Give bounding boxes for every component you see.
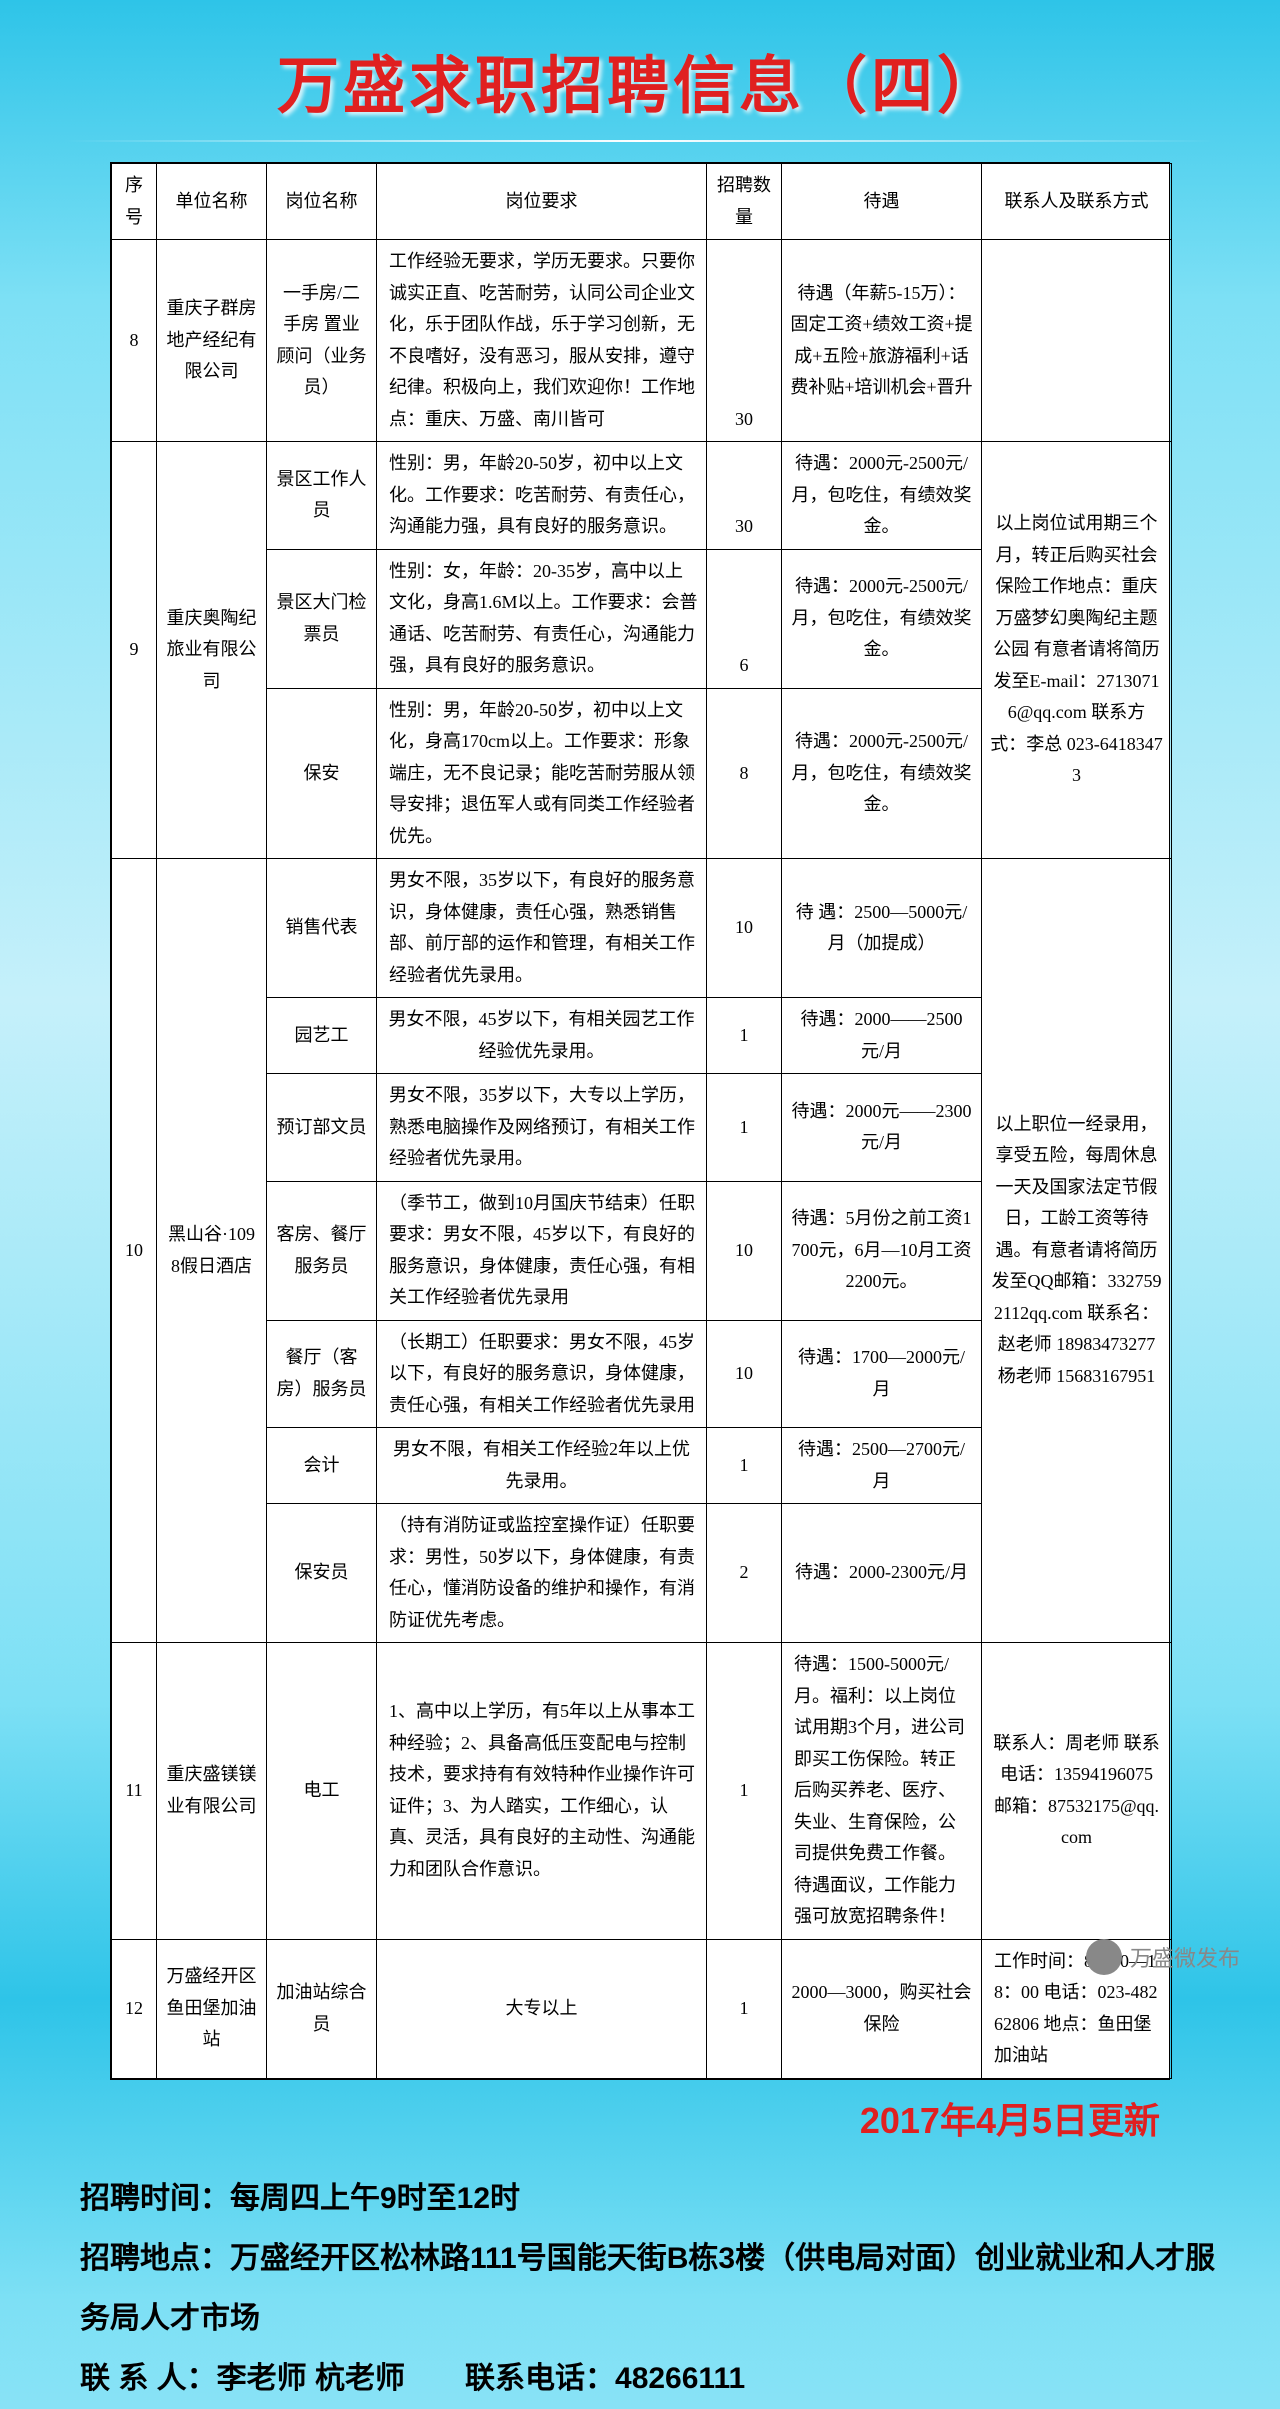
table-row: 12 万盛经开区鱼田堡加油站 加油站综合员 大专以上 1 2000—3000，购… (112, 1939, 1172, 2078)
th-salary: 待遇 (782, 164, 982, 240)
cell-num: 10 (707, 859, 782, 998)
cell-position: 加油站综合员 (267, 1939, 377, 2078)
cell-req: （季节工，做到10月国庆节结束）任职要求：男女不限，45岁以下，有良好的服务意识… (377, 1181, 707, 1320)
cell-req: 性别：男，年龄20-50岁，初中以上文化，身高170cm以上。工作要求：形象端庄… (377, 688, 707, 859)
table-row: 11 重庆盛镁镁业有限公司 电工 1、高中以上学历，有5年以上从事本工种经验；2… (112, 1643, 1172, 1940)
cell-contact: 以上岗位试用期三个月，转正后购买社会保险工作地点：重庆万盛梦幻奥陶纪主题公园 有… (982, 442, 1172, 859)
cell-position: 一手房/二手房 置业顾问（业务员） (267, 240, 377, 442)
cell-num: 10 (707, 1320, 782, 1428)
th-seq: 序号 (112, 164, 157, 240)
cell-req: 男女不限，有相关工作经验2年以上优先录用。 (377, 1428, 707, 1504)
cell-salary: 待遇：5月份之前工资1700元，6月—10月工资2200元。 (782, 1181, 982, 1320)
cell-company: 万盛经开区鱼田堡加油站 (157, 1939, 267, 2078)
cell-req: 大专以上 (377, 1939, 707, 2078)
cell-num: 6 (707, 549, 782, 688)
cell-company: 黑山谷·1098假日酒店 (157, 859, 267, 1643)
cell-num: 8 (707, 688, 782, 859)
cell-num: 10 (707, 1181, 782, 1320)
cell-salary: 待遇：2000-2300元/月 (782, 1504, 982, 1643)
cell-num: 1 (707, 1428, 782, 1504)
cell-salary: 待遇：2000元-2500元/月，包吃住，有绩效奖金。 (782, 442, 982, 550)
job-table-container: 序号 单位名称 岗位名称 岗位要求 招聘数量 待遇 联系人及联系方式 8 重庆子… (110, 162, 1170, 2080)
cell-req: 性别：男，年龄20-50岁，初中以上文化。工作要求：吃苦耐劳、有责任心，沟通能力… (377, 442, 707, 550)
cell-num: 1 (707, 1939, 782, 2078)
cell-position: 餐厅（客房）服务员 (267, 1320, 377, 1428)
cell-salary: 待遇：2000——2500元/月 (782, 998, 982, 1074)
table-header-row: 序号 单位名称 岗位名称 岗位要求 招聘数量 待遇 联系人及联系方式 (112, 164, 1172, 240)
cell-req: （持有消防证或监控室操作证）任职要求：男性，50岁以下，身体健康，有责任心，懂消… (377, 1504, 707, 1643)
footer-time: 招聘时间：每周四上午9时至12时 (80, 2169, 1230, 2229)
table-row: 10 黑山谷·1098假日酒店 销售代表 男女不限，35岁以下，有良好的服务意识… (112, 859, 1172, 998)
watermark-text: 万盛微发布 (1130, 1941, 1240, 1973)
cell-num: 2 (707, 1504, 782, 1643)
th-requirement: 岗位要求 (377, 164, 707, 240)
cell-req: （长期工）任职要求：男女不限，45岁以下，有良好的服务意识，身体健康，责任心强，… (377, 1320, 707, 1428)
title-divider (64, 140, 1216, 142)
th-contact: 联系人及联系方式 (982, 164, 1172, 240)
job-table: 序号 单位名称 岗位名称 岗位要求 招聘数量 待遇 联系人及联系方式 8 重庆子… (111, 163, 1172, 2079)
cell-salary: 待遇：2000元-2500元/月，包吃住，有绩效奖金。 (782, 688, 982, 859)
cell-req: 1、高中以上学历，有5年以上从事本工种经验；2、具备高低压变配电与控制技术，要求… (377, 1643, 707, 1940)
th-number: 招聘数量 (707, 164, 782, 240)
cell-seq: 8 (112, 240, 157, 442)
cell-position: 园艺工 (267, 998, 377, 1074)
cell-salary: 待遇（年薪5-15万）：固定工资+绩效工资+提成+五险+旅游福利+话费补贴+培训… (782, 240, 982, 442)
cell-seq: 12 (112, 1939, 157, 2078)
th-company: 单位名称 (157, 164, 267, 240)
footer-addr: 招聘地点：万盛经开区松林路111号国能天街B栋3楼（供电局对面）创业就业和人才服… (80, 2229, 1230, 2349)
cell-req: 性别：女，年龄：20-35岁，高中以上文化，身高1.6M以上。工作要求：会普通话… (377, 549, 707, 688)
cell-req: 男女不限，45岁以下，有相关园艺工作经验优先录用。 (377, 998, 707, 1074)
cell-position: 电工 (267, 1643, 377, 1940)
cell-seq: 11 (112, 1643, 157, 1940)
cell-company: 重庆盛镁镁业有限公司 (157, 1643, 267, 1940)
table-row: 8 重庆子群房地产经纪有限公司 一手房/二手房 置业顾问（业务员） 工作经验无要… (112, 240, 1172, 442)
cell-seq: 9 (112, 442, 157, 859)
cell-contact (982, 240, 1172, 442)
cell-position: 景区大门检票员 (267, 549, 377, 688)
cell-num: 1 (707, 1643, 782, 1940)
update-date: 2017年4月5日更新 (110, 2092, 1170, 2144)
page-title: 万盛求职招聘信息（四） (0, 0, 1280, 140)
cell-salary: 待遇：2000元-2500元/月，包吃住，有绩效奖金。 (782, 549, 982, 688)
cell-num: 30 (707, 442, 782, 550)
cell-req: 工作经验无要求，学历无要求。只要你诚实正直、吃苦耐劳，认同公司企业文化，乐于团队… (377, 240, 707, 442)
cell-position: 保安 (267, 688, 377, 859)
cell-seq: 10 (112, 859, 157, 1643)
watermark-icon (1086, 1939, 1122, 1975)
cell-position: 保安员 (267, 1504, 377, 1643)
th-position: 岗位名称 (267, 164, 377, 240)
cell-num: 1 (707, 1074, 782, 1182)
cell-position: 会计 (267, 1428, 377, 1504)
cell-position: 预订部文员 (267, 1074, 377, 1182)
cell-salary: 待 遇：2500—5000元/月（加提成） (782, 859, 982, 998)
cell-position: 销售代表 (267, 859, 377, 998)
cell-req: 男女不限，35岁以下，有良好的服务意识，身体健康，责任心强，熟悉销售部、前厅部的… (377, 859, 707, 998)
cell-salary: 待遇：2500—2700元/月 (782, 1428, 982, 1504)
cell-contact: 以上职位一经录用，享受五险，每周休息一天及国家法定节假日，工龄工资等待遇。有意者… (982, 859, 1172, 1643)
cell-position: 客房、餐厅服务员 (267, 1181, 377, 1320)
cell-req: 男女不限，35岁以下，大专以上学历，熟悉电脑操作及网络预订，有相关工作经验者优先… (377, 1074, 707, 1182)
table-row: 9 重庆奥陶纪旅业有限公司 景区工作人员 性别：男，年龄20-50岁，初中以上文… (112, 442, 1172, 550)
footer-info: 招聘时间：每周四上午9时至12时 招聘地点：万盛经开区松林路111号国能天街B栋… (50, 2169, 1230, 2409)
cell-num: 30 (707, 240, 782, 442)
cell-salary: 待遇：1500-5000元/月。福利：以上岗位试用期3个月，进公司即买工伤保险。… (782, 1643, 982, 1940)
footer-contact: 联 系 人：李老师 杭老师 联系电话：48266111 (80, 2349, 1230, 2409)
cell-company: 重庆子群房地产经纪有限公司 (157, 240, 267, 442)
cell-num: 1 (707, 998, 782, 1074)
cell-salary: 待遇：2000元——2300元/月 (782, 1074, 982, 1182)
cell-salary: 待遇：1700—2000元/月 (782, 1320, 982, 1428)
cell-contact: 联系人：周老师 联系电话：13594196075 邮箱：87532175@qq.… (982, 1643, 1172, 1940)
watermark: 万盛微发布 (1086, 1939, 1240, 1975)
cell-position: 景区工作人员 (267, 442, 377, 550)
cell-salary: 2000—3000，购买社会保险 (782, 1939, 982, 2078)
cell-company: 重庆奥陶纪旅业有限公司 (157, 442, 267, 859)
